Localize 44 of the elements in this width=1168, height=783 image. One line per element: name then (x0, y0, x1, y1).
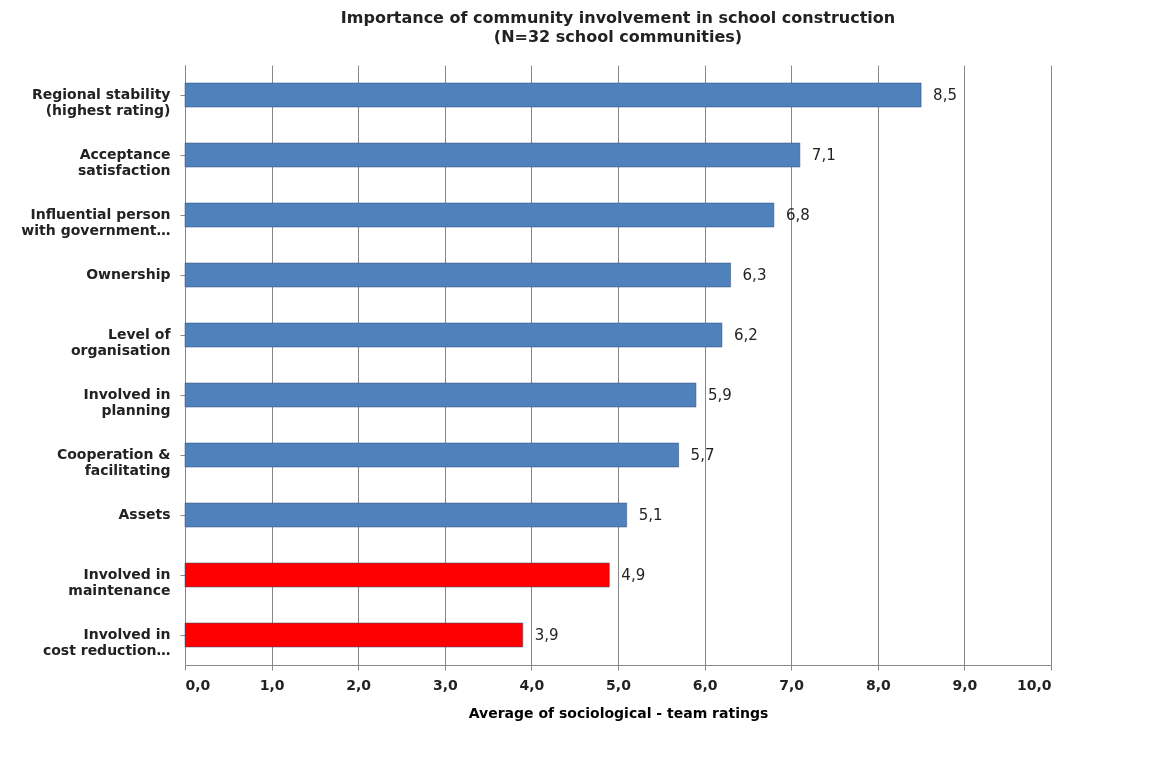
data-label: 5,7 (690, 446, 715, 464)
data-label: 6,8 (785, 206, 810, 224)
y-tick-label: Involved in maintenance (68, 566, 171, 598)
bar (184, 562, 610, 588)
y-tick-label: Regional stability (highest rating) (31, 86, 171, 118)
chart-title: Importance of community involvement in school construction (340, 8, 896, 27)
x-tick-label: 8,0 (865, 676, 891, 693)
x-tick-label: 0,0 (185, 676, 211, 693)
bar (184, 442, 679, 468)
chart-subtitle: (N=32 school communities) (493, 27, 743, 46)
bar (184, 322, 723, 348)
bar (184, 142, 801, 168)
x-tick-label: 1,0 (259, 676, 285, 693)
bar (184, 82, 922, 108)
bar (184, 622, 523, 648)
x-tick-label: 10,0 (1016, 676, 1052, 693)
data-label: 8,5 (933, 86, 957, 104)
y-tick-label: Level of organisation (70, 326, 172, 358)
y-tick-label: Ownership (86, 266, 171, 282)
x-tick-label: 2,0 (346, 676, 372, 693)
data-label: 5,9 (707, 386, 732, 404)
bar (184, 382, 697, 408)
x-tick-label: 3,0 (432, 676, 458, 693)
bar (184, 202, 775, 228)
data-label: 6,3 (742, 266, 767, 284)
data-label: 3,9 (534, 626, 559, 644)
y-tick-label: Acceptance satisfaction (77, 146, 171, 178)
x-axis-title: Average of sociological - team ratings (468, 704, 769, 721)
data-label: 6,2 (733, 326, 758, 344)
x-tick-label: 6,0 (692, 676, 718, 693)
x-tick-label: 4,0 (519, 676, 545, 693)
y-tick-label: Involved in planning (83, 386, 171, 418)
bar (184, 262, 731, 288)
x-tick-label: 9,0 (952, 676, 978, 693)
y-tick-label: Assets (118, 506, 171, 522)
data-label: 4,9 (621, 566, 646, 584)
data-label: 5,1 (638, 506, 663, 524)
y-tick-label: Influential person with government… (21, 206, 171, 238)
y-tick-label: Involved in cost reduction… (42, 626, 171, 658)
x-tick-label: 5,0 (606, 676, 632, 693)
data-label: 7,1 (811, 146, 836, 164)
bar (184, 502, 627, 528)
y-tick-label: Cooperation & facilitating (56, 446, 171, 478)
x-tick-label: 7,0 (779, 676, 805, 693)
